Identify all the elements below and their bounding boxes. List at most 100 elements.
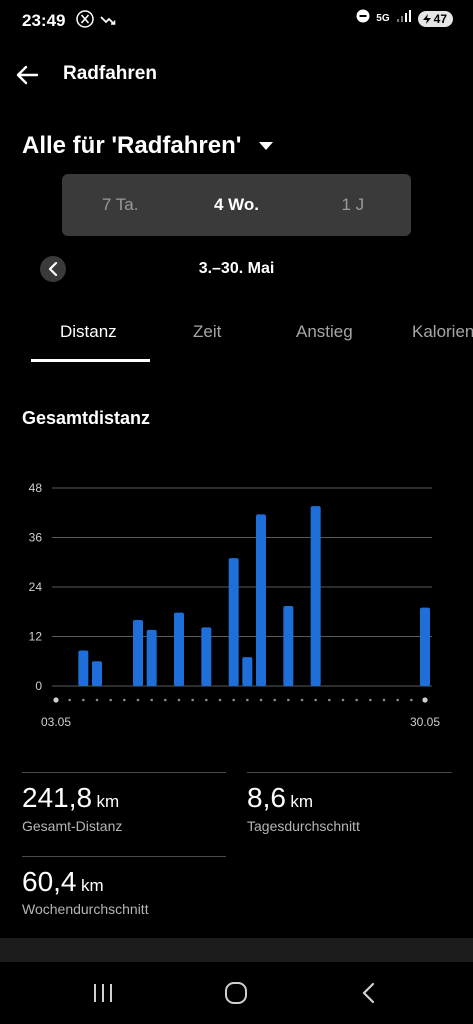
recent-apps-button[interactable] (83, 978, 123, 1008)
chart-bar[interactable] (420, 607, 430, 686)
day-dot (410, 698, 413, 702)
chevron-left-icon (48, 262, 58, 276)
day-dot (232, 698, 235, 702)
activity-filter-dropdown[interactable]: Alle für 'Radfahren' (22, 132, 274, 160)
stats-divider-top-right (247, 772, 452, 773)
stat-daily-unit: km (290, 792, 314, 811)
day-dot (205, 698, 208, 702)
chart-bar[interactable] (242, 657, 253, 686)
range-tab-4-weeks[interactable]: 4 Wo. (213, 195, 259, 214)
day-dot (246, 698, 249, 702)
day-dot (273, 698, 276, 702)
back-icon (362, 982, 375, 1004)
chart-bar[interactable] (201, 627, 212, 686)
tab-anstieg[interactable]: Anstieg (296, 322, 353, 341)
stat-total-label: Gesamt-Distanz (22, 818, 123, 834)
stat-weekly-unit: km (80, 876, 104, 895)
stat-total-value: 241,8 (22, 782, 93, 813)
y-tick-label: 36 (29, 531, 43, 545)
range-tab-1-year[interactable]: 1 J (341, 195, 365, 214)
status-left-icons (76, 10, 116, 33)
arrow-left-icon (16, 65, 39, 85)
day-dot (218, 698, 222, 702)
day-dot (341, 698, 345, 702)
y-tick-label: 48 (29, 481, 43, 495)
day-dot (396, 698, 399, 702)
day-dot (259, 698, 263, 702)
day-dot (68, 698, 71, 702)
chart-bar[interactable] (146, 629, 157, 686)
chart-bar[interactable] (174, 612, 184, 686)
signal-icon (396, 9, 412, 28)
chart-bar[interactable] (283, 605, 294, 686)
range-segmented-control: 7 Ta. 4 Wo. 1 J (62, 174, 411, 236)
stat-daily-average: 8,6 km (247, 782, 313, 814)
tab-zeit[interactable]: Zeit (193, 322, 222, 341)
day-dot (300, 698, 304, 702)
chart-bar[interactable] (78, 650, 89, 686)
chart-bar[interactable] (92, 661, 102, 686)
x-app-icon (76, 10, 94, 33)
day-dot (150, 698, 153, 702)
nav-back-button[interactable] (348, 978, 388, 1008)
home-icon (225, 982, 247, 1004)
day-dot (355, 698, 358, 702)
active-tab-indicator (31, 359, 150, 362)
stat-weekly-value: 60,4 (22, 866, 77, 897)
day-dot (82, 698, 85, 702)
stat-total-distance: 241,8 km (22, 782, 119, 814)
stat-daily-value: 8,6 (247, 782, 286, 813)
recent-apps-icon (94, 984, 112, 1002)
day-dot (123, 698, 126, 702)
range-tab-7-days[interactable]: 7 Ta. (101, 195, 139, 214)
activity-trend-icon (100, 13, 116, 31)
day-dot (191, 698, 194, 702)
stat-weekly-average: 60,4 km (22, 866, 104, 898)
stats-divider-middle (22, 856, 226, 857)
do-not-disturb-icon (356, 9, 370, 28)
previous-period-button[interactable] (40, 256, 66, 282)
back-button[interactable] (12, 60, 42, 90)
day-dot (314, 698, 317, 702)
battery-icon: 47 (417, 10, 453, 27)
stat-daily-label: Tagesdurchschnitt (247, 818, 360, 834)
stats-divider-top-left (22, 772, 226, 773)
home-button[interactable] (216, 978, 256, 1008)
chart-bar[interactable] (133, 620, 143, 686)
stat-total-unit: km (96, 792, 120, 811)
chart-bar[interactable] (256, 514, 266, 686)
chart-title: Gesamtdistanz (22, 408, 151, 428)
x-start-label: 03.05 (41, 715, 71, 729)
tab-kalorien[interactable]: Kalorien (412, 322, 473, 341)
chart-bar[interactable] (310, 506, 321, 686)
x-end-label: 30.05 (410, 715, 440, 729)
day-dot (136, 698, 140, 702)
status-right-icons: 5G 47 (356, 9, 453, 28)
filter-label: Alle für 'Radfahren' (22, 132, 242, 159)
day-dot (422, 697, 428, 703)
day-dot (53, 697, 59, 703)
tab-distanz[interactable]: Distanz (60, 322, 117, 341)
day-dot (369, 698, 372, 702)
y-tick-label: 12 (29, 630, 43, 644)
y-tick-label: 0 (35, 679, 42, 693)
network-type: 5G (376, 13, 390, 24)
status-time: 23:49 (22, 11, 66, 30)
day-dot (109, 698, 112, 702)
period-label: 3.–30. Mai (198, 260, 275, 277)
battery-level: 47 (433, 11, 447, 26)
day-dot (95, 698, 99, 702)
caret-down-icon (259, 142, 274, 150)
y-tick-label: 24 (29, 580, 43, 594)
day-dot (382, 698, 386, 702)
day-dot (177, 698, 181, 702)
distance-bar-chart: 0 12 24 36 48 03.05 30.05 (29, 481, 441, 729)
day-dot (287, 698, 290, 702)
chart-bar[interactable] (228, 558, 239, 686)
day-dot (164, 698, 167, 702)
system-nav-bar (0, 962, 473, 1024)
stat-weekly-label: Wochendurchschnitt (22, 901, 149, 917)
day-dot (328, 698, 331, 702)
page-title: Radfahren (63, 63, 157, 84)
bottom-sheet-edge (0, 938, 473, 962)
